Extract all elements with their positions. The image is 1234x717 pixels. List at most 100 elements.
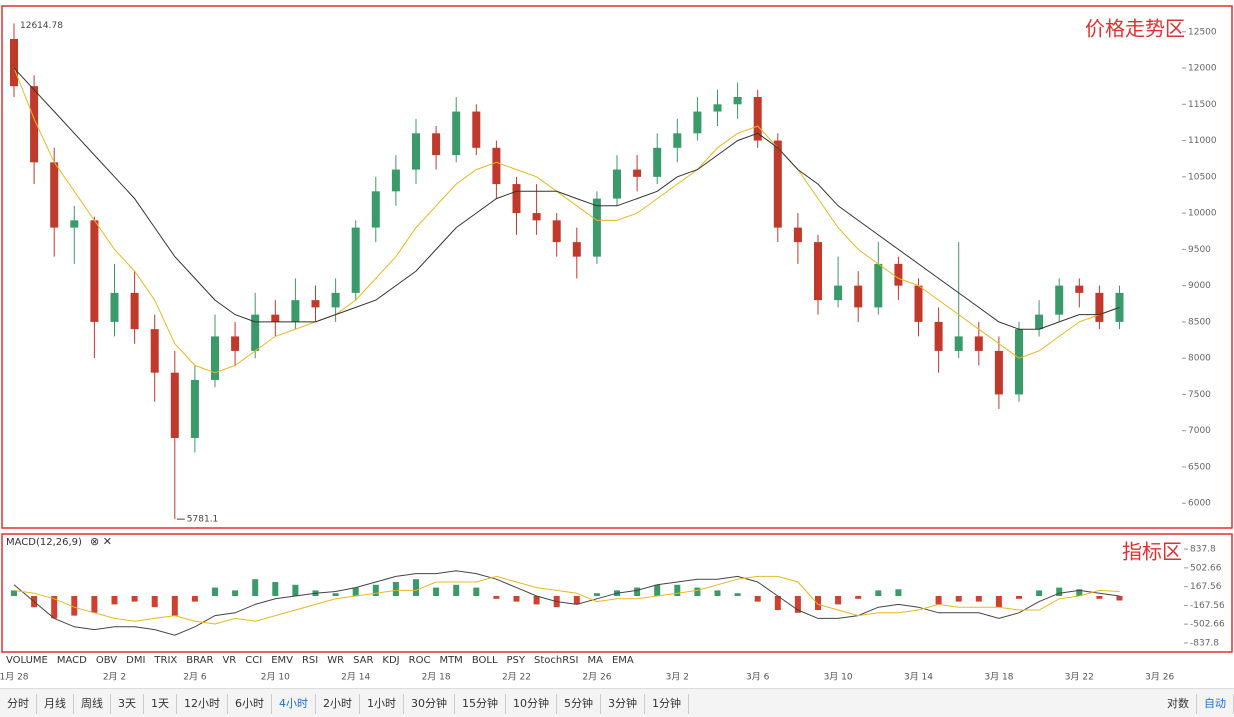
period-tab[interactable]: 5分钟 <box>557 693 601 714</box>
x-tick-label: 3月 6 <box>746 672 770 683</box>
macd-bar <box>1116 596 1123 601</box>
y-tick-label: 6000 <box>1188 499 1211 509</box>
x-tick-label: 3月 18 <box>984 672 1013 683</box>
macd-bar <box>473 587 480 596</box>
indicator-tab[interactable]: MACD <box>56 654 87 666</box>
macd-bar <box>1016 596 1022 599</box>
indicator-tab[interactable]: VOLUME <box>6 654 48 666</box>
macd-bar <box>533 596 540 605</box>
indicator-tab[interactable]: BRAR <box>186 654 214 666</box>
period-tab[interactable]: 1天 <box>144 693 177 714</box>
x-tick-label: 2月 26 <box>582 672 611 683</box>
macd-bar <box>1036 590 1043 596</box>
period-tab[interactable]: 2小时 <box>316 693 360 714</box>
candle-body <box>1115 292 1124 322</box>
indicator-tab[interactable]: DMI <box>126 654 146 666</box>
candle-body <box>914 285 923 322</box>
macd-bar <box>232 590 239 596</box>
period-tab[interactable]: 30分钟 <box>404 693 455 714</box>
x-tick-label: 2月 22 <box>502 672 531 683</box>
macd-bar <box>875 590 882 596</box>
x-tick-label: 1月 28 <box>0 672 29 683</box>
y-tick-label: 9500 <box>1188 245 1211 255</box>
candle-body <box>412 133 420 170</box>
period-tab[interactable]: 6小时 <box>228 693 272 714</box>
candle-body <box>351 227 360 293</box>
macd-bar <box>513 596 520 602</box>
y-tick-label: 12000 <box>1188 64 1217 74</box>
indicator-tab[interactable]: OBV <box>95 654 118 666</box>
candle-body <box>532 213 541 221</box>
indicator-tab[interactable]: StochRSI <box>534 654 579 666</box>
indicator-tab[interactable]: PSY <box>506 654 526 666</box>
macd-bar <box>895 589 902 596</box>
macd-bar <box>995 596 1002 608</box>
indicator-tab[interactable]: RSI <box>301 654 319 666</box>
indicator-tab[interactable]: MTM <box>439 654 463 666</box>
y-tick-label: 11500 <box>1188 100 1217 110</box>
candle-body <box>371 191 380 228</box>
y-tick-label: 8500 <box>1188 317 1211 327</box>
scale-button[interactable]: 对数 <box>1160 693 1197 714</box>
indicator-tab[interactable]: TRIX <box>154 654 178 666</box>
candle-body <box>934 321 943 351</box>
indicator-tab[interactable]: EMV <box>271 654 293 666</box>
macd-bar <box>292 584 299 596</box>
candle-body <box>954 336 963 351</box>
candle-body <box>211 336 219 380</box>
period-tab[interactable]: 3分钟 <box>601 693 645 714</box>
macd-bar <box>493 596 500 599</box>
macd-bar <box>1096 596 1103 599</box>
scale-button[interactable]: 自动 <box>1197 693 1234 714</box>
chart: 价格走势区 指标区 MACD(12,26,9) ⊗ ✕ 6000 6500 7000… <box>0 5 1233 683</box>
macd-bar <box>453 584 460 596</box>
macd-bar <box>191 596 198 602</box>
period-tab[interactable]: 3天 <box>111 693 144 714</box>
candle-body <box>713 104 722 112</box>
period-tab[interactable]: 10分钟 <box>506 693 557 714</box>
period-tab[interactable]: 15分钟 <box>455 693 506 714</box>
indicator-tab[interactable]: SAR <box>353 654 374 666</box>
close-icon[interactable]: ⊗ ✕ <box>90 535 112 548</box>
candle-body <box>894 263 903 286</box>
indicator-tabs: VOLUME MACD OBV DMI TRIX BRAR VR CCI EMV RSI WR SAR… <box>0 653 1234 667</box>
y-tick-label: -167.56 <box>1190 601 1225 611</box>
period-tab[interactable]: 周线 <box>74 693 111 714</box>
candle-body <box>814 242 822 301</box>
x-tick-label: 2月 6 <box>183 672 207 683</box>
candle-body <box>110 292 119 322</box>
macd-bar <box>694 587 701 596</box>
candle-body <box>391 169 400 192</box>
indicator-tab[interactable]: WR <box>327 654 345 666</box>
candle-body <box>854 285 863 308</box>
x-tick-label: 3月 22 <box>1065 672 1094 683</box>
indicator-tab[interactable]: CCI <box>245 654 263 666</box>
y-tick-label: 10000 <box>1188 209 1217 219</box>
indicator-tab[interactable]: BOLL <box>471 654 498 666</box>
y-tick-label: 7500 <box>1188 390 1211 400</box>
period-tab[interactable]: 1分钟 <box>645 693 689 714</box>
indicator-tab[interactable]: VR <box>222 654 237 666</box>
indicator-tab[interactable]: ROC <box>408 654 431 666</box>
macd-title: MACD(12,26,9) <box>6 537 82 548</box>
period-tab[interactable]: 分时 <box>0 693 37 714</box>
x-tick-label: 3月 10 <box>824 672 853 683</box>
macd-bar <box>1056 587 1063 596</box>
macd-bar <box>815 596 821 610</box>
candle-body <box>653 147 662 177</box>
period-tab[interactable]: 月线 <box>37 693 74 714</box>
y-tick-label: 167.56 <box>1190 582 1222 592</box>
macd-bar <box>372 584 379 596</box>
moving-average-line <box>13 67 1120 374</box>
period-tab[interactable]: 1小时 <box>360 693 404 714</box>
macd-bar <box>654 584 661 596</box>
candle-body <box>10 39 18 87</box>
period-tab[interactable]: 12小时 <box>177 693 228 714</box>
indicator-tab[interactable]: MA <box>587 654 603 666</box>
macd-bar <box>794 596 801 613</box>
indicator-tab[interactable]: EMA <box>611 654 634 666</box>
macd-bar <box>151 596 158 608</box>
indicator-tab[interactable]: KDJ <box>382 654 400 666</box>
macd-bar <box>935 596 942 605</box>
period-tab[interactable]: 4小时 <box>272 693 316 714</box>
